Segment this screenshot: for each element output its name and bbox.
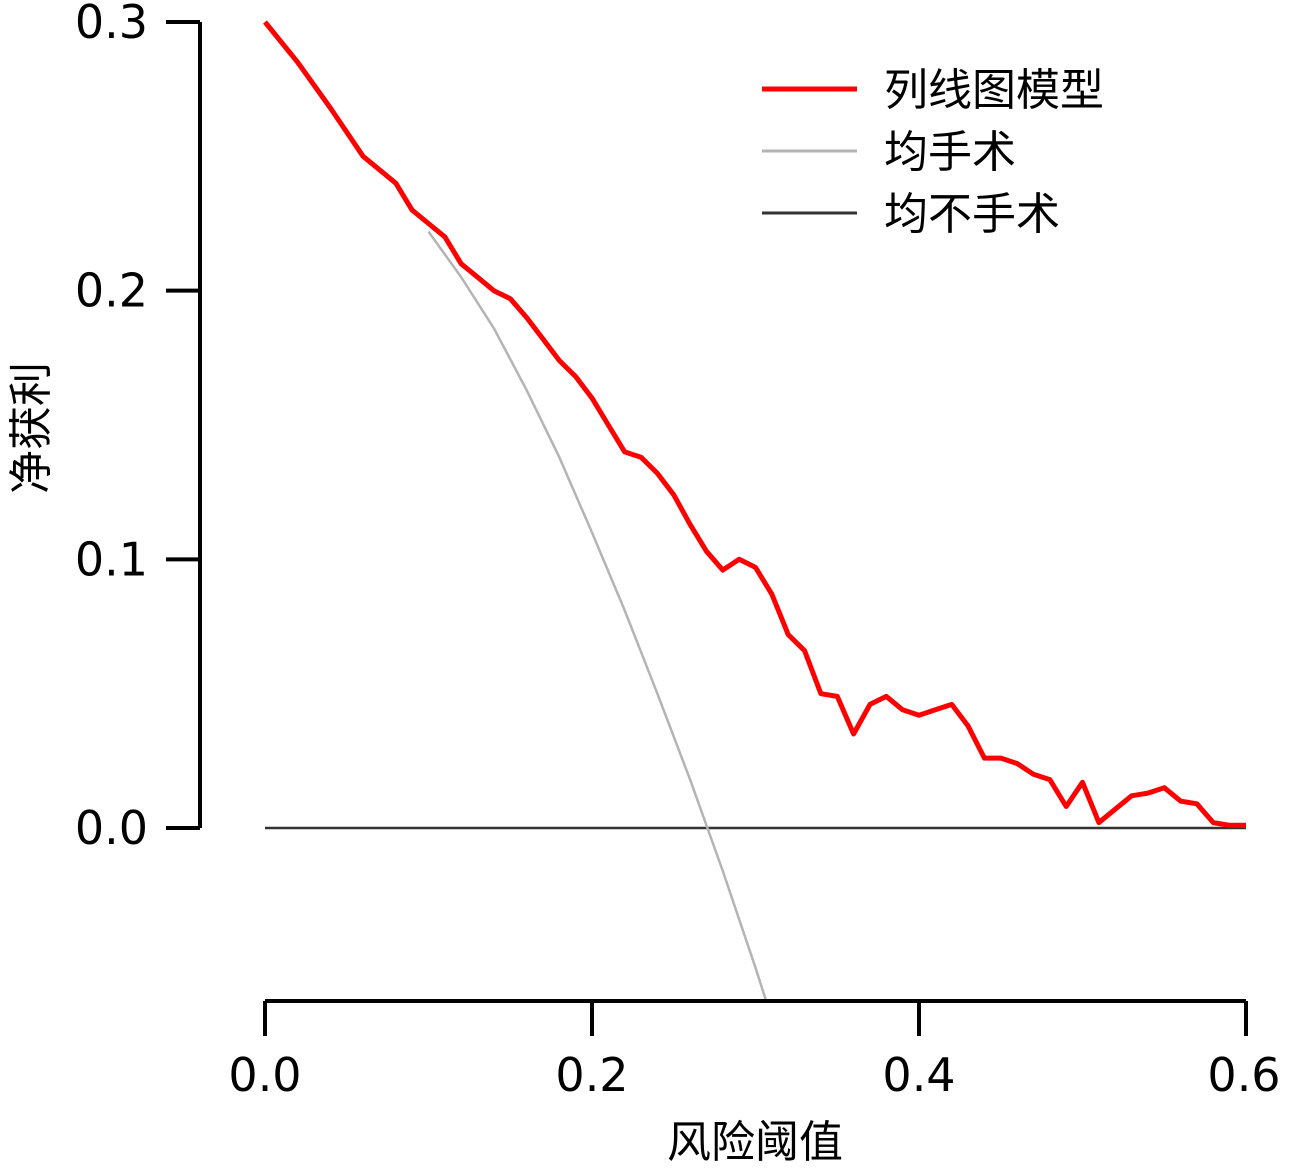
legend: 列线图模型 均手术 均不手术 [762,65,1104,240]
x-tick-label: 0.0 [228,1048,301,1102]
legend-label-treat-all: 均手术 [884,127,1016,178]
series-line-nomogram [263,20,1246,828]
x-tick-label: 0.2 [555,1048,628,1102]
series-line-treat-all [427,230,767,999]
x-tick-label: 0.6 [1207,1048,1280,1102]
y-tick-label: 0.0 [75,801,148,855]
legend-label-nomogram: 列线图模型 [884,65,1104,116]
x-tick-label: 0.4 [882,1048,955,1102]
y-axis-title: 净获利 [6,362,57,494]
series-layer [263,20,1246,999]
y-tick-label: 0.2 [75,264,148,318]
y-axis-ticks: 0.0 0.1 0.2 0.3 [75,0,200,855]
y-tick-label: 0.3 [75,0,148,49]
x-axis-title: 风险阈值 [667,1117,843,1168]
x-axis-ticks: 0.0 0.2 0.4 0.6 [228,1001,1281,1102]
legend-label-treat-none: 均不手术 [884,189,1060,240]
y-tick-label: 0.1 [75,532,148,586]
